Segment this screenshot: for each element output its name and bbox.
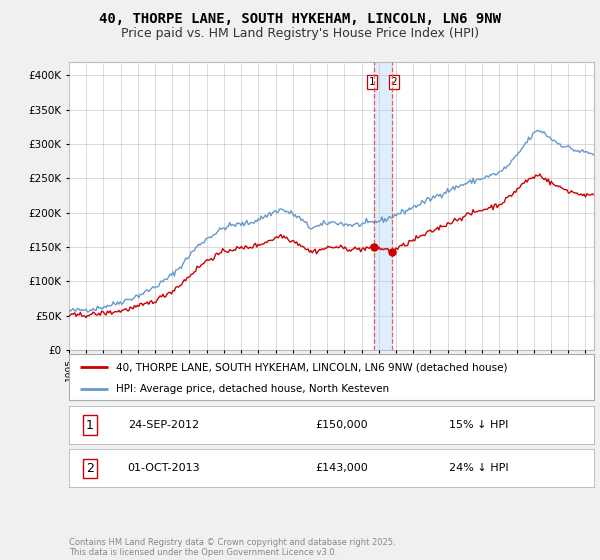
Text: Price paid vs. HM Land Registry's House Price Index (HPI): Price paid vs. HM Land Registry's House … (121, 27, 479, 40)
Text: 15% ↓ HPI: 15% ↓ HPI (449, 420, 508, 430)
Text: £143,000: £143,000 (316, 463, 368, 473)
Text: 40, THORPE LANE, SOUTH HYKEHAM, LINCOLN, LN6 9NW: 40, THORPE LANE, SOUTH HYKEHAM, LINCOLN,… (99, 12, 501, 26)
Text: 01-OCT-2013: 01-OCT-2013 (127, 463, 200, 473)
Text: £150,000: £150,000 (316, 420, 368, 430)
Text: 2: 2 (86, 461, 94, 475)
Text: 24-SEP-2012: 24-SEP-2012 (128, 420, 199, 430)
Text: 40, THORPE LANE, SOUTH HYKEHAM, LINCOLN, LN6 9NW (detached house): 40, THORPE LANE, SOUTH HYKEHAM, LINCOLN,… (116, 362, 508, 372)
Text: 1: 1 (369, 77, 376, 87)
Text: HPI: Average price, detached house, North Kesteven: HPI: Average price, detached house, Nort… (116, 384, 389, 394)
Bar (374, 62, 392, 350)
Text: 24% ↓ HPI: 24% ↓ HPI (449, 463, 508, 473)
Text: 1: 1 (86, 418, 94, 432)
Text: Contains HM Land Registry data © Crown copyright and database right 2025.
This d: Contains HM Land Registry data © Crown c… (69, 538, 395, 557)
Text: 2: 2 (391, 77, 397, 87)
